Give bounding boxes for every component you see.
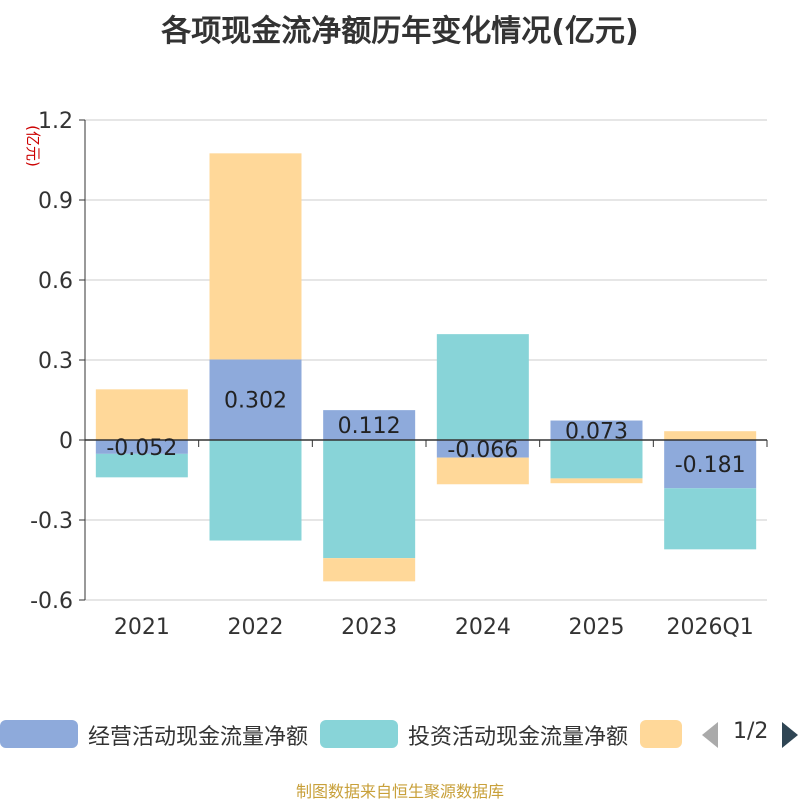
y-tick-label: 0.9 <box>38 189 73 214</box>
data-labels: -0.052 0.302 0.112 -0.066 0.073 -0.181 <box>106 389 745 478</box>
legend-swatch-operating[interactable] <box>0 720 78 748</box>
legend-swatch-financing[interactable] <box>640 720 682 748</box>
x-tick-label: 2023 <box>341 615 397 640</box>
footer-source: 制图数据来自恒生聚源数据库 <box>295 782 504 801</box>
bar-2026Q1-series-0[interactable] <box>664 440 757 489</box>
bar-2024-series-2[interactable] <box>436 457 529 485</box>
data-label-2023: 0.112 <box>338 414 401 439</box>
bar-2021-series-2[interactable] <box>95 389 188 440</box>
x-tick-label: 2022 <box>228 615 284 640</box>
bar-2023-series-0[interactable] <box>323 410 416 440</box>
bar-2021-series-0[interactable] <box>95 440 188 454</box>
chart-title: 各项现金流净额历年变化情况(亿元) <box>161 14 639 49</box>
data-label-2021: -0.052 <box>106 436 177 461</box>
y-tick-label: 0 <box>59 429 73 454</box>
bar-2024-series-0[interactable] <box>436 440 529 458</box>
bar-2026Q1-series-2[interactable] <box>664 431 757 440</box>
grid <box>85 119 767 601</box>
pager-next-icon[interactable] <box>780 720 800 750</box>
bar-2023-series-1[interactable] <box>323 440 416 559</box>
legend-swatch-investing[interactable] <box>320 720 398 748</box>
data-label-2024: -0.066 <box>447 438 518 463</box>
bar-2025-series-2[interactable] <box>550 478 643 484</box>
bar-2021-series-1[interactable] <box>95 453 188 478</box>
y-axis-label: (亿元) <box>24 125 42 167</box>
bar-2022-series-1[interactable] <box>209 440 302 541</box>
legend-label-operating[interactable]: 经营活动现金流量净额 <box>88 725 309 750</box>
bar-2022-series-2[interactable] <box>209 153 302 360</box>
x-tick-label: 2025 <box>569 615 625 640</box>
y-tick-label: 0.3 <box>38 349 73 374</box>
y-tick-label: 1.2 <box>38 109 73 134</box>
legend-label-investing[interactable]: 投资活动现金流量净额 <box>408 725 629 750</box>
x-tick-label: 2026Q1 <box>667 615 754 640</box>
x-tick-label: 2021 <box>114 615 170 640</box>
data-label-2026Q1: -0.181 <box>675 453 746 478</box>
x-tick-label: 2024 <box>455 615 511 640</box>
bar-2026Q1-series-1[interactable] <box>664 488 757 550</box>
bar-2025-series-0[interactable] <box>550 420 643 440</box>
y-tick-label: 0.6 <box>38 269 73 294</box>
pager-prev-icon[interactable] <box>700 720 722 750</box>
pager-indicator: 1/2 <box>733 719 769 744</box>
bar-2023-series-2[interactable] <box>323 558 416 582</box>
bar-2024-series-1[interactable] <box>436 334 529 440</box>
bar-2025-series-1[interactable] <box>550 440 643 479</box>
data-label-2022: 0.302 <box>224 389 287 414</box>
data-label-2025: 0.073 <box>565 419 628 444</box>
y-tick-label: -0.6 <box>30 589 73 614</box>
bar-2022-series-0[interactable] <box>209 359 302 440</box>
y-tick-label: -0.3 <box>30 509 73 534</box>
bars <box>95 153 757 582</box>
axes: 1.2 0.9 0.6 0.3 0 -0.3 -0.6 (亿元) 2021 2022 2023 202… <box>24 109 768 640</box>
